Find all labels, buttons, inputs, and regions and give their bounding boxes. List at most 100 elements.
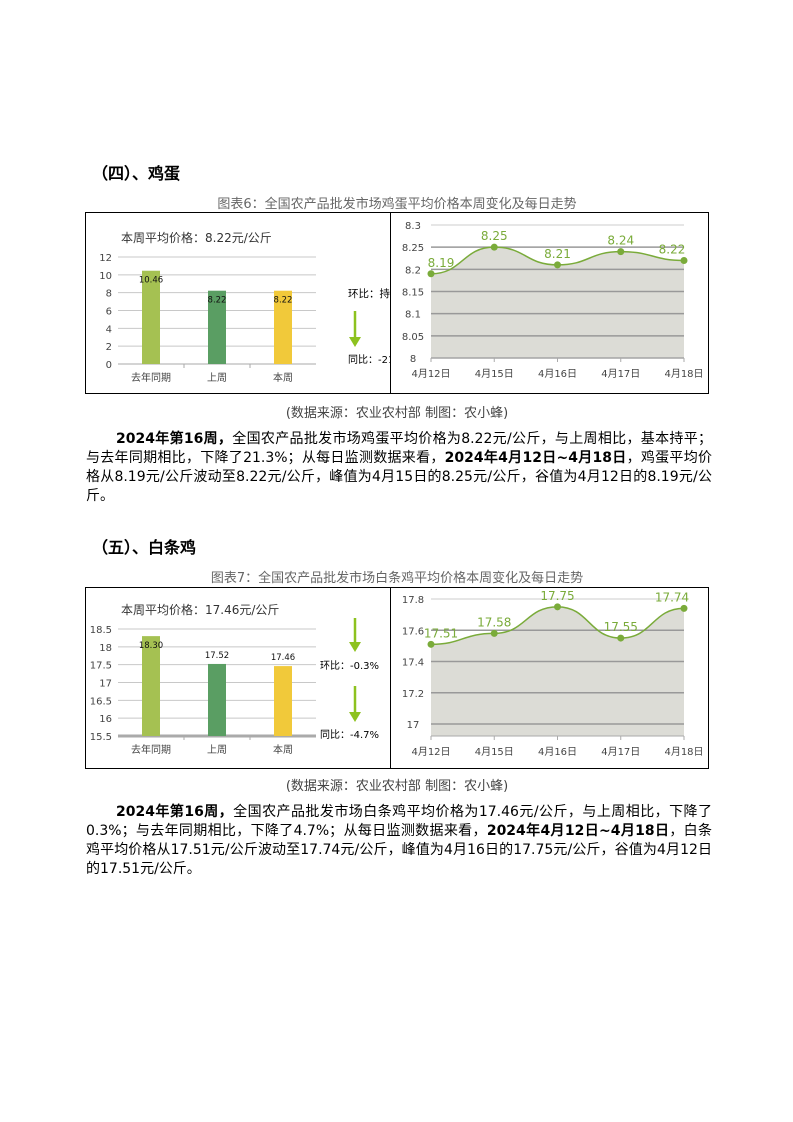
- y-tick-label: 17.2: [402, 689, 424, 700]
- x-tick-label: 4月17日: [601, 746, 640, 758]
- y-tick-label: 18: [99, 643, 112, 654]
- bar: [208, 290, 226, 364]
- paragraph-text: ，鸡蛋平均价格从8.19元/公斤波动至8.22元/公斤，峰值为4月15日的8.2…: [86, 450, 712, 504]
- y-tick-label: 6: [106, 307, 112, 318]
- y-tick-label: 8.15: [402, 288, 424, 299]
- x-tick-label: 本周: [273, 371, 293, 384]
- bar-value-label: 10.46: [139, 276, 163, 286]
- divider: [390, 213, 391, 393]
- paragraph-text: 2024年第16周，: [116, 804, 234, 820]
- bar-value-label: 8.22: [274, 296, 293, 306]
- section-heading-eggs: （四）、鸡蛋: [92, 164, 181, 183]
- data-label: 8.25: [481, 229, 508, 243]
- y-tick-label: 17: [99, 679, 112, 690]
- bar-value-label: 8.22: [208, 296, 227, 306]
- y-tick-label: 4: [106, 324, 112, 335]
- yoy-change-label: 同比：-4.7%: [320, 729, 379, 741]
- weekly-bar-chart: 本周平均价格：17.46元/公斤 15.5 16 16.5 17 17.5 18 18.5 18…: [90, 602, 379, 756]
- y-tick-label: 16: [99, 714, 112, 725]
- y-tick-label: 17.4: [402, 658, 424, 669]
- x-tick-label: 4月15日: [475, 368, 514, 380]
- paragraph-text: 2024年4月12日~4月18日: [486, 823, 670, 839]
- data-label: 17.55: [604, 620, 638, 634]
- x-tick-label: 4月17日: [601, 368, 640, 380]
- bar: [142, 636, 160, 736]
- data-point: [617, 634, 625, 642]
- x-tick-label: 本周: [273, 743, 293, 756]
- data-point: [427, 640, 435, 648]
- data-label: 8.22: [659, 242, 686, 256]
- bar-value-label: 18.30: [139, 641, 163, 651]
- section-heading-chicken: （五）、白条鸡: [92, 538, 197, 557]
- x-tick-label: 4月16日: [538, 746, 577, 758]
- y-tick-label: 0: [106, 360, 112, 371]
- bar: [274, 666, 292, 736]
- y-tick-label: 2: [106, 342, 112, 353]
- y-tick-label: 8: [106, 289, 112, 300]
- y-tick-label: 8.05: [402, 332, 424, 343]
- x-tick-label: 上周: [207, 372, 227, 384]
- x-tick-label: 4月18日: [664, 746, 703, 758]
- bar-value-label: 17.46: [271, 653, 295, 663]
- y-tick-label: 8.1: [405, 310, 421, 321]
- data-label: 17.74: [655, 590, 689, 604]
- chart-title: 本周平均价格：17.46元/公斤: [121, 602, 279, 617]
- y-tick-label: 15.5: [90, 732, 112, 743]
- x-tick-label: 4月12日: [411, 746, 450, 758]
- chart-title: 本周平均价格：8.22元/公斤: [121, 230, 272, 245]
- y-tick-label: 17.5: [90, 661, 112, 672]
- y-tick-label: 8: [410, 354, 416, 365]
- data-point: [680, 604, 688, 612]
- yoy-change-label: 同比：-21.3%: [348, 354, 390, 366]
- mom-change-label: 环比：-0.3%: [320, 660, 379, 672]
- data-point: [554, 261, 561, 269]
- bar: [142, 270, 160, 364]
- bar-value-label: 17.52: [205, 651, 229, 661]
- bar: [208, 663, 226, 736]
- y-tick-label: 17.8: [402, 595, 424, 606]
- data-label: 17.75: [540, 589, 574, 603]
- chart-box-eggs: 本周平均价格：8.22元/公斤 0 2 4 6 8 10 12 10.46 去年同期 8.22 上周 8…: [85, 212, 709, 394]
- y-tick-label: 8.25: [402, 243, 424, 254]
- x-tick-label: 4月15日: [475, 746, 514, 758]
- y-tick-label: 8.2: [405, 265, 421, 276]
- data-source: (数据来源：农业农村部 制图：农小蜂): [285, 406, 509, 421]
- data-label: 8.24: [607, 234, 634, 248]
- x-tick-label: 去年同期: [131, 371, 171, 384]
- data-point: [617, 248, 625, 256]
- figure-caption: 图表6：全国农产品批发市场鸡蛋平均价格本周变化及每日走势: [217, 197, 577, 212]
- data-point: [490, 243, 498, 251]
- x-tick-label: 4月12日: [411, 368, 450, 380]
- data-point: [427, 270, 435, 278]
- paragraph-chicken: 2024年第16周，全国农产品批发市场白条鸡平均价格为17.46元/公斤，与上周…: [86, 803, 712, 879]
- paragraph-text: 2024年第16周，: [116, 431, 233, 447]
- data-label: 17.51: [424, 626, 458, 640]
- daily-price-chart: 17 17.2 17.4 17.6 17.8 17.51 4月12日 17.58 4月15日 17…: [402, 589, 704, 758]
- paragraph-text: 全国农产品批发市场白条鸡平均价格为17.46元/公斤，与上周相比，下降了0.3%…: [86, 804, 712, 839]
- data-point: [490, 629, 498, 637]
- area-fill: [431, 247, 684, 358]
- mom-change-label: 环比：持平: [348, 287, 390, 300]
- data-label: 17.58: [477, 615, 511, 629]
- paragraph-text: 2024年4月12日~4月18日: [444, 450, 627, 466]
- down-arrow-icon: [349, 642, 361, 652]
- x-tick-label: 上周: [207, 744, 227, 756]
- paragraph-text: 全国农产品批发市场鸡蛋平均价格为8.22元/公斤，与上周相比，基本持平；与去年同…: [86, 431, 712, 466]
- y-tick-label: 17.6: [402, 626, 424, 637]
- down-arrow-icon: [349, 337, 361, 347]
- data-point: [554, 603, 561, 611]
- x-tick-label: 4月16日: [538, 368, 577, 380]
- y-tick-label: 8.3: [405, 221, 421, 232]
- x-tick-label: 4月18日: [664, 368, 703, 380]
- chart-box-chicken: 本周平均价格：17.46元/公斤 15.5 16 16.5 17 17.5 18 18.5 18…: [85, 587, 709, 769]
- daily-price-chart: 8 8.05 8.1 8.15 8.2 8.25 8.3 8.19 4月12日 8.25 4月15日…: [402, 221, 704, 380]
- y-tick-label: 16.5: [90, 696, 112, 707]
- divider: [390, 588, 391, 768]
- data-source: (数据来源：农业农村部 制图：农小蜂): [285, 779, 509, 794]
- y-tick-label: 17: [407, 720, 420, 731]
- paragraph-eggs: 2024年第16周，全国农产品批发市场鸡蛋平均价格为8.22元/公斤，与上周相比…: [86, 430, 712, 506]
- y-tick-label: 10: [99, 271, 112, 282]
- y-tick-label: 18.5: [90, 625, 112, 636]
- x-tick-label: 去年同期: [131, 743, 171, 756]
- data-label: 8.19: [428, 256, 455, 270]
